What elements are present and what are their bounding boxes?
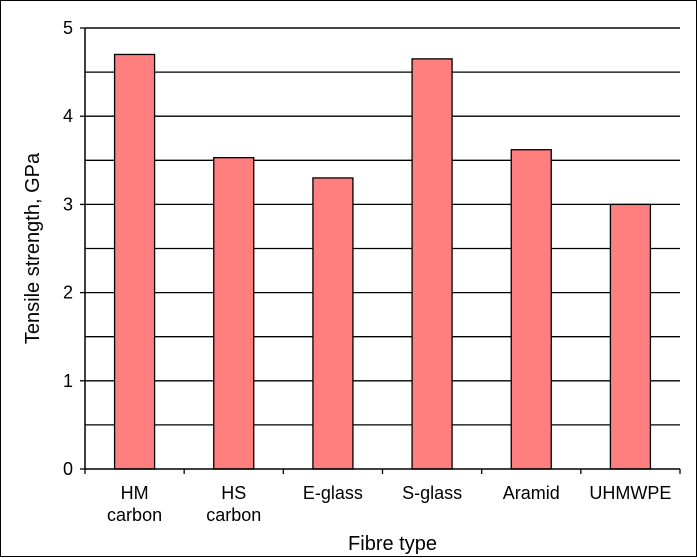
y-axis-title: Tensile strength, GPa [22,152,44,344]
y-tick-label: 2 [63,283,73,303]
x-tick-label: E-glass [303,483,363,503]
bar [113,53,156,470]
grid-lines [85,27,680,426]
y-tick-label: 3 [63,194,73,214]
x-tick-label: Aramid [503,483,560,503]
y-tick-label: 5 [63,18,73,38]
y-tick-label: 0 [63,459,73,479]
bar [312,177,354,470]
y-tick-label: 4 [63,106,73,126]
bar [411,58,453,470]
tick-labels: 0 1 2 3 4 5 HM carbon HS carbon E-glass S-glass Aram… [63,18,681,525]
y-tick-label: 1 [63,371,73,391]
x-tick-label: HS carbon [206,483,261,525]
x-axis-title: Fibre type [348,533,437,555]
x-tick-label: UHMWPE [589,483,671,503]
bar [213,157,255,470]
x-tick-label: HM carbon [107,483,162,525]
x-tick-label: S-glass [402,483,462,503]
bar [609,203,652,470]
bar [510,149,552,470]
